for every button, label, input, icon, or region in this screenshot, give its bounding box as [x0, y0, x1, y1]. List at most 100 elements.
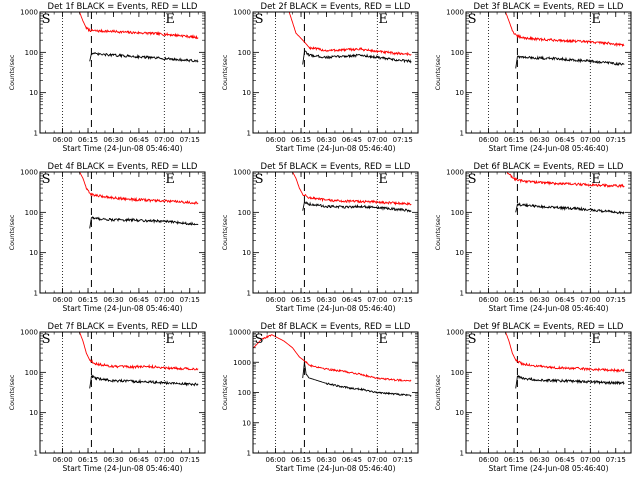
- y-tick-label: 1: [34, 450, 38, 458]
- x-tick-label: 06:00: [266, 456, 286, 464]
- panel-title: Det 2f BLACK = Events, RED = LLD: [261, 2, 411, 12]
- y-tick-label: 1: [247, 450, 251, 458]
- panel-title: Det 4f BLACK = Events, RED = LLD: [48, 162, 198, 172]
- end-annotation: E: [591, 172, 601, 187]
- x-tick-label: 06:45: [129, 296, 149, 304]
- plot-frame: [465, 171, 632, 294]
- start-annotation: S: [468, 12, 477, 27]
- y-tick-label: 1000: [233, 169, 251, 177]
- y-tick-label: 1: [247, 130, 251, 138]
- y-tick-label: 1000: [446, 329, 464, 337]
- x-tick-label: 06:00: [53, 296, 73, 304]
- detector-panel: Det 4f BLACK = Events, RED = LLD 1 10 100 10…: [8, 162, 206, 313]
- events-rate-line: [515, 202, 625, 215]
- y-tick-label: 10: [29, 409, 38, 417]
- lld-rate-line: [505, 332, 625, 373]
- y-tick-label: 10: [242, 249, 251, 257]
- x-tick-label: 06:45: [555, 136, 575, 144]
- x-tick-label: 06:15: [78, 136, 98, 144]
- x-tick-label: 07:00: [580, 456, 600, 464]
- end-annotation: E: [378, 12, 388, 27]
- x-axis-label: Start Time (24-Jun-08 05:46:40): [63, 464, 183, 473]
- start-annotation: S: [255, 172, 264, 187]
- x-tick-label: 06:45: [342, 456, 362, 464]
- detector-panel: Det 6f BLACK = Events, RED = LLD 1 10 100 10…: [434, 162, 632, 313]
- y-tick-label: 10: [242, 419, 251, 427]
- x-tick-label: 07:15: [180, 296, 200, 304]
- y-tick-label: 100: [25, 49, 38, 57]
- detector-panel: Det 3f BLACK = Events, RED = LLD 1 10 100 10…: [434, 2, 632, 153]
- panel-title: Det 6f BLACK = Events, RED = LLD: [474, 162, 624, 172]
- detector-panel: Det 8f BLACK = Events, RED = LLD 1 10 100 10…: [221, 322, 419, 473]
- x-tick-label: 06:15: [291, 136, 311, 144]
- x-tick-label: 07:00: [367, 296, 387, 304]
- x-tick-label: 07:15: [393, 136, 413, 144]
- x-tick-label: 06:30: [103, 296, 123, 304]
- x-tick-label: 06:15: [504, 136, 524, 144]
- y-tick-label: 1000: [446, 9, 464, 17]
- y-tick-label: 1: [460, 290, 464, 298]
- y-axis-label: Counts/sec: [221, 54, 229, 90]
- x-tick-label: 07:00: [580, 296, 600, 304]
- y-tick-label: 1000: [20, 329, 38, 337]
- x-axis-label: Start Time (24-Jun-08 05:46:40): [276, 464, 396, 473]
- x-tick-label: 07:15: [180, 136, 200, 144]
- y-tick-label: 100: [25, 209, 38, 217]
- x-tick-label: 06:15: [291, 296, 311, 304]
- lld-rate-line: [79, 332, 199, 371]
- y-axis-label: Counts/sec: [434, 54, 442, 90]
- start-annotation: S: [42, 332, 51, 347]
- lld-rate-line: [79, 172, 199, 205]
- lld-rate-line: [253, 334, 412, 383]
- x-axis-label: Start Time (24-Jun-08 05:46:40): [63, 144, 183, 153]
- x-axis-label: Start Time (24-Jun-08 05:46:40): [276, 144, 396, 153]
- x-tick-label: 07:00: [154, 456, 174, 464]
- x-tick-label: 07:00: [367, 136, 387, 144]
- events-rate-line: [515, 374, 625, 389]
- x-tick-label: 06:00: [266, 296, 286, 304]
- y-tick-label: 10: [455, 249, 464, 257]
- x-tick-label: 06:00: [479, 296, 499, 304]
- y-tick-label: 1000: [20, 9, 38, 17]
- plot-frame: [39, 171, 206, 294]
- detector-panel: Det 9f BLACK = Events, RED = LLD 1 10 100 10…: [434, 322, 632, 473]
- panel-title: Det 1f BLACK = Events, RED = LLD: [48, 2, 198, 12]
- y-axis-label: Counts/sec: [8, 374, 16, 410]
- y-tick-label: 10000: [229, 329, 251, 337]
- panel-title: Det 3f BLACK = Events, RED = LLD: [474, 2, 624, 12]
- y-tick-label: 1000: [20, 169, 38, 177]
- plot-frame: [39, 11, 206, 134]
- x-tick-label: 06:00: [53, 136, 73, 144]
- y-axis-label: Counts/sec: [8, 214, 16, 250]
- lld-rate-line: [505, 172, 625, 189]
- start-annotation: S: [255, 332, 264, 347]
- x-tick-label: 06:30: [529, 296, 549, 304]
- x-tick-label: 06:30: [316, 136, 336, 144]
- x-tick-label: 06:30: [103, 136, 123, 144]
- lld-rate-line: [288, 12, 412, 57]
- lld-rate-line: [292, 172, 412, 206]
- x-tick-label: 06:00: [266, 136, 286, 144]
- y-tick-label: 1000: [233, 359, 251, 367]
- x-tick-label: 06:15: [78, 296, 98, 304]
- x-tick-label: 06:45: [555, 296, 575, 304]
- y-tick-label: 1: [247, 290, 251, 298]
- events-rate-line: [89, 374, 199, 389]
- x-tick-label: 07:15: [393, 456, 413, 464]
- events-rate-line: [302, 50, 412, 65]
- start-annotation: S: [468, 332, 477, 347]
- events-rate-line: [515, 55, 625, 69]
- start-annotation: S: [255, 12, 264, 27]
- x-tick-label: 07:15: [606, 136, 626, 144]
- plot-frame: [39, 331, 206, 454]
- plot-frame: [465, 331, 632, 454]
- x-tick-label: 06:15: [291, 456, 311, 464]
- lld-rate-line: [79, 12, 199, 40]
- y-tick-label: 1000: [233, 9, 251, 17]
- plot-frame: [252, 11, 419, 134]
- y-tick-label: 1: [34, 290, 38, 298]
- x-tick-label: 06:15: [504, 296, 524, 304]
- y-tick-label: 100: [451, 209, 464, 217]
- y-tick-label: 100: [451, 49, 464, 57]
